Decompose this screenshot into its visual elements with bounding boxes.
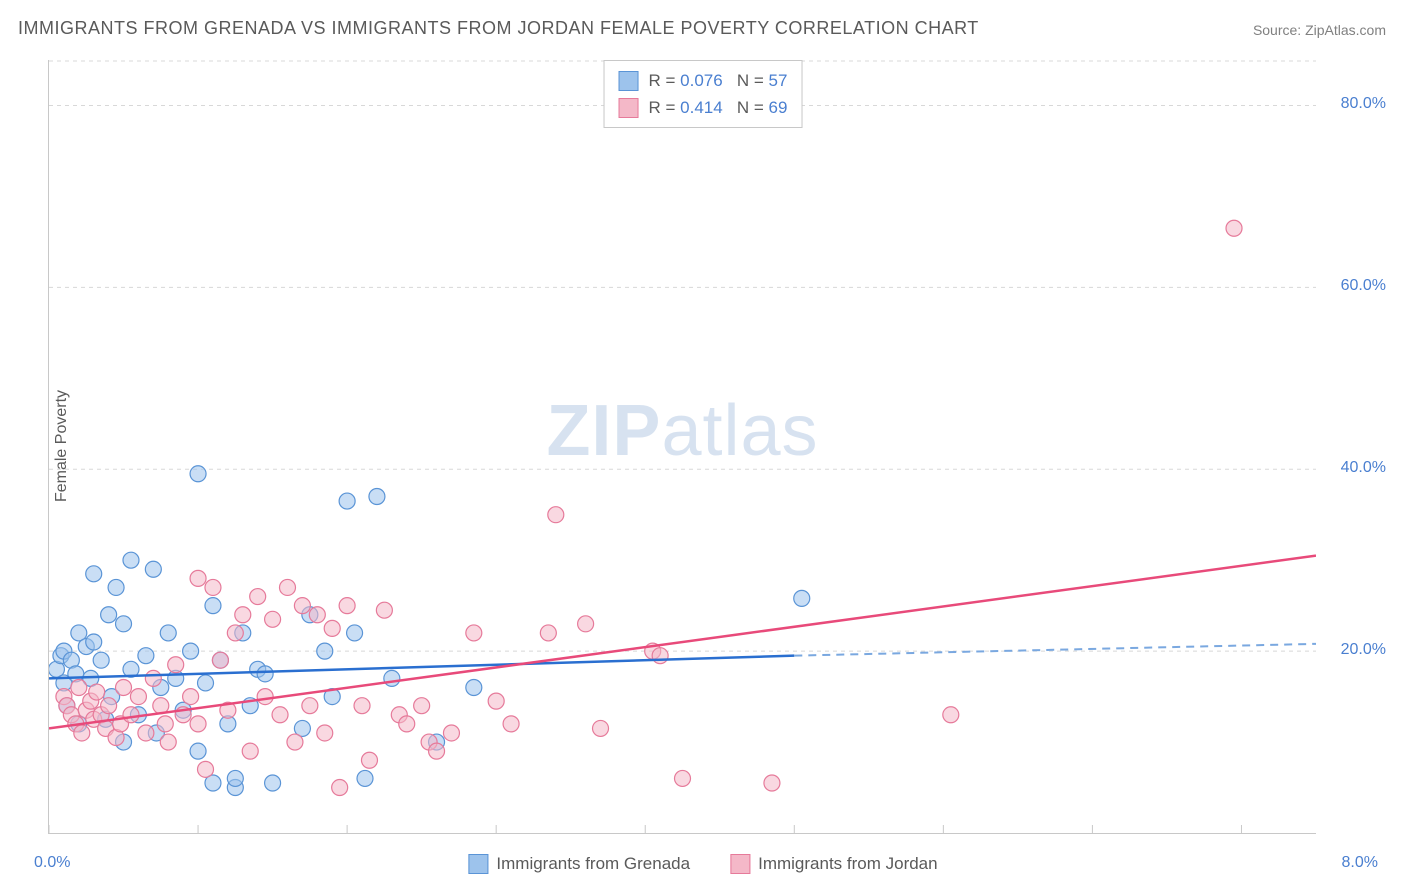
y-tick-label: 60.0% xyxy=(1341,277,1386,295)
x-tick-label-max: 8.0% xyxy=(1342,854,1378,872)
scatter-chart xyxy=(49,60,1316,833)
legend-swatch xyxy=(730,854,750,874)
y-tick-label: 40.0% xyxy=(1341,459,1386,477)
stats-legend-row: R = 0.076 N = 57 xyxy=(619,67,788,94)
series-legend-label: Immigrants from Grenada xyxy=(496,854,690,874)
y-tick-label: 80.0% xyxy=(1341,95,1386,113)
chart-title: IMMIGRANTS FROM GRENADA VS IMMIGRANTS FR… xyxy=(18,18,979,39)
series-legend-item: Immigrants from Grenada xyxy=(468,854,690,874)
x-tick-label-min: 0.0% xyxy=(34,854,70,872)
legend-swatch xyxy=(619,71,639,91)
source-label: Source: ZipAtlas.com xyxy=(1253,22,1386,38)
legend-swatch xyxy=(468,854,488,874)
stats-text: R = 0.414 N = 69 xyxy=(649,94,788,121)
y-tick-label: 20.0% xyxy=(1341,641,1386,659)
series-legend: Immigrants from Grenada Immigrants from J… xyxy=(468,854,937,874)
plot-area: ZIPatlas xyxy=(48,60,1316,834)
series-legend-item: Immigrants from Jordan xyxy=(730,854,938,874)
stats-text: R = 0.076 N = 57 xyxy=(649,67,788,94)
stats-legend-row: R = 0.414 N = 69 xyxy=(619,94,788,121)
series-legend-label: Immigrants from Jordan xyxy=(758,854,938,874)
stats-legend: R = 0.076 N = 57R = 0.414 N = 69 xyxy=(604,60,803,128)
legend-swatch xyxy=(619,98,639,118)
